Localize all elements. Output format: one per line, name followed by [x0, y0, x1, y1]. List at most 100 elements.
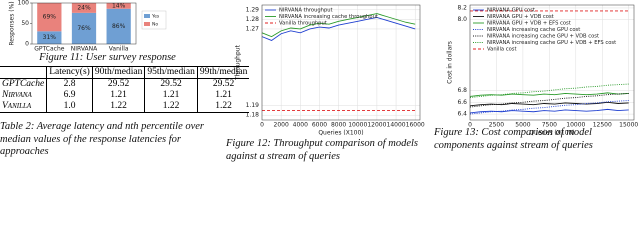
figure-caption: Figure 13: Cost comparison of model comp…	[434, 127, 593, 151]
x-tick-label: 7500	[542, 122, 557, 129]
cell: 29.52	[91, 78, 145, 90]
y-tick-label: 6.6	[457, 99, 467, 106]
cell: 1.22	[144, 101, 198, 113]
y-tick-label: 1.28	[246, 16, 260, 23]
y-tick-label: 8.2	[457, 4, 467, 11]
x-tick-label: Vanilla	[109, 46, 129, 53]
x-tick-label: 15000	[619, 122, 638, 129]
legend-label: NIRVANA GPU + VDB + EFS cost	[487, 21, 571, 27]
frame	[469, 4, 635, 121]
x-tick-label: 2500	[489, 122, 504, 129]
legend-label: NIRVANA increasing cache GPU cost	[487, 27, 580, 33]
x-tick-label: 4000	[293, 122, 308, 129]
bar-segment	[106, 3, 131, 9]
series-line	[261, 16, 416, 41]
figure-caption: Figure 12: Throughput comparison of mode…	[226, 138, 419, 162]
frame	[31, 2, 137, 45]
x-tick-label: 12000	[367, 122, 386, 129]
value-label: 31%	[43, 34, 57, 41]
y-tick-label: 1.29	[246, 6, 260, 13]
header-cell: Latency(s)	[46, 66, 93, 79]
cell: 29.52	[144, 78, 198, 90]
value-label: 76%	[77, 25, 91, 32]
table-row: Vanilla 1.0 1.22 1.22 1.22	[0, 101, 250, 113]
y-axis-label: Responses (%)	[9, 1, 16, 45]
cell: 1.0	[46, 101, 93, 113]
legend-label: NIRVANA increasing cache GPU + VDB cost	[487, 34, 599, 40]
cell: 6.9	[46, 90, 93, 101]
latency-table: Latency(s) 90th/median 95th/median 99th/…	[0, 66, 250, 113]
cell: 1.22	[91, 101, 145, 113]
x-tick-label: 0	[260, 122, 264, 129]
x-tick-label: NIRVANA	[71, 46, 98, 53]
cell: 1.21	[91, 90, 145, 101]
y-tick-label: 6.4	[457, 111, 467, 118]
corner-cell	[0, 66, 47, 79]
table-row: Nirvana 6.9 1.21 1.21 1.21	[0, 90, 250, 101]
x-tick-label: GPTCache	[34, 46, 65, 53]
series-line	[261, 13, 416, 38]
legend-label: Yes	[151, 14, 160, 20]
x-axis-label: Queries (X100)	[318, 130, 363, 137]
figure-caption: Figure 11: User survey response	[39, 52, 176, 63]
x-tick-label: 0	[468, 122, 472, 129]
cell: 1.22	[196, 101, 250, 113]
bar-segment	[71, 12, 97, 44]
cell: GPTCache	[2, 79, 45, 89]
x-tick-label: 2000	[274, 122, 289, 129]
legend-label: NIRVANA increasing cache throughput	[279, 14, 378, 20]
x-axis-label: Queries (X100)	[529, 130, 574, 137]
y-tick-label: 0	[25, 41, 29, 48]
y-tick-label: 1.19	[246, 102, 260, 109]
series-line	[469, 100, 629, 115]
legend-label: NIRVANA throughput	[279, 8, 333, 14]
value-label: 14%	[112, 2, 126, 9]
x-tick-label: 14000	[387, 122, 406, 129]
x-tick-label: 5000	[515, 122, 530, 129]
value-label: 69%	[43, 14, 57, 21]
x-tick-label: 6000	[312, 122, 327, 129]
bar-segment	[106, 8, 131, 45]
value-label: 24%	[77, 4, 91, 11]
table-caption: Table 2: Average latency and nth percent…	[0, 121, 205, 157]
legend-label: NIRVANA GPU + VDB cost	[487, 14, 554, 20]
bar-segment	[71, 3, 97, 13]
legend-label: No	[152, 22, 158, 28]
cell: 1.21	[196, 90, 250, 101]
legend-swatch	[144, 22, 150, 26]
x-tick-label: 8000	[331, 122, 346, 129]
header-cell: 95th/median	[144, 66, 198, 79]
legend-label: NIRVANA GPU cost	[487, 8, 535, 14]
series-line	[469, 83, 629, 99]
cell: Nirvana	[2, 90, 32, 100]
x-tick-label: 12500	[593, 122, 612, 129]
cell: 2.8	[46, 78, 93, 90]
header-cell: 90th/median	[91, 66, 145, 79]
y-tick-label: 8.0	[457, 16, 467, 23]
cell: 1.21	[144, 90, 198, 101]
frame	[261, 4, 421, 121]
bar-segment	[37, 3, 62, 32]
cell: 29.52	[196, 78, 250, 90]
bar-segment	[37, 31, 62, 44]
legend-label: NIRVANA increasing cache GPU + VDB + EFS…	[487, 40, 616, 46]
x-tick-label: 16000	[406, 122, 425, 129]
y-tick-label: 1.27	[246, 25, 260, 32]
table-header: Latency(s) 90th/median 95th/median 99th/…	[0, 66, 250, 79]
y-tick-label: 50	[21, 20, 29, 27]
x-tick-label: 10000	[348, 122, 367, 129]
legend-swatch	[144, 14, 150, 18]
y-tick-label: 100	[18, 0, 30, 7]
legend-label: Vanilla throughput	[279, 21, 327, 27]
x-tick-label: 10000	[566, 122, 585, 129]
y-tick-label: 6.8	[457, 87, 467, 94]
y-axis-label: Cost in dollars	[447, 41, 454, 84]
page: 0 50 100 Responses (%) GPTCache 31% 69% NIRVANA…	[0, 0, 639, 162]
value-label: 86%	[112, 23, 126, 30]
series-line	[469, 93, 629, 108]
legend-label: Vanilla cost	[487, 47, 517, 53]
cell: Vanilla	[2, 101, 32, 111]
y-tick-label: 1.18	[246, 112, 260, 119]
table-row: GPTCache 2.8 29.52 29.52 29.52	[0, 78, 250, 90]
